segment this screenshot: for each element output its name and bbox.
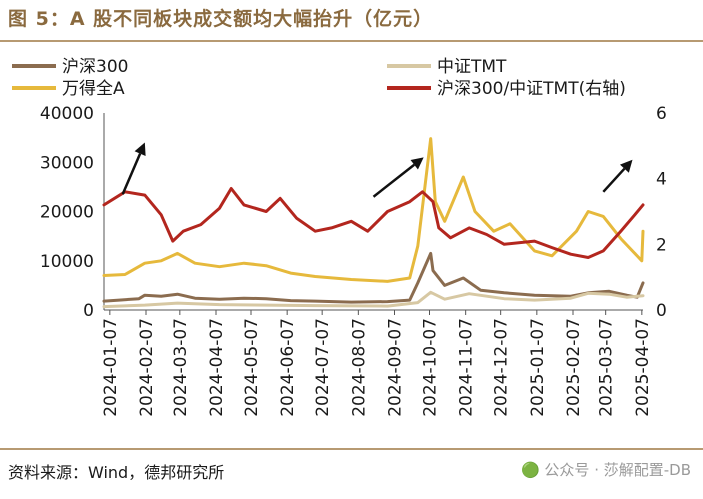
legend: 沪深300 中证TMT 万得全A 沪深300/中证TMT(右轴) (12, 57, 626, 99)
trend-arrow-shaft (372, 163, 416, 198)
y-left-tick-label: 20000 (40, 203, 94, 223)
x-tick-label: 2024-03-07 (171, 318, 191, 417)
legend-label: 万得全A (62, 79, 125, 99)
x-tick-label: 2024-11-07 (457, 318, 477, 417)
x-tick-label: 2024-10-07 (421, 318, 441, 417)
trend-arrow-head (134, 142, 146, 156)
legend-label: 沪深300/中证TMT(右轴) (437, 79, 626, 99)
y-right-tick-label: 4 (656, 170, 667, 190)
y-left-tick-label: 30000 (40, 153, 94, 173)
x-tick-label: 2024-01-07 (101, 318, 121, 417)
series-lines (102, 137, 645, 309)
title-rule (0, 40, 703, 42)
x-tick-label: 2024-05-07 (242, 318, 262, 417)
series-line (102, 251, 645, 304)
trend-arrows (121, 142, 633, 198)
y-left-tick-label: 40000 (40, 104, 94, 124)
series-line (102, 290, 645, 309)
x-tick-label: 2024-12-07 (492, 318, 512, 417)
legend-label: 中证TMT (437, 57, 507, 77)
x-tick-label: 2024-02-07 (137, 318, 157, 417)
x-tick-label: 2024-08-07 (349, 318, 369, 417)
x-tick-label: 2024-06-07 (278, 318, 298, 417)
watermark: 🟢 公众号 · 莎解配置-DB (520, 461, 691, 479)
series-line (102, 187, 645, 259)
x-tick-label: 2025-03-07 (597, 318, 617, 417)
trend-arrow-shaft (121, 153, 142, 195)
y-right-tick-label: 0 (656, 301, 667, 321)
y-right-tick-label: 2 (656, 235, 667, 255)
x-tick-label: 2025-02-07 (564, 318, 584, 417)
footer-rule (0, 448, 703, 450)
x-tick-label: 2025-04-07 (633, 318, 653, 417)
trend-arrow-head (410, 157, 424, 170)
series-line (102, 137, 645, 283)
source-note: 资料来源：Wind，德邦研究所 (8, 463, 225, 482)
trend-arrow-head (619, 159, 633, 173)
trend-arrow-shaft (602, 167, 626, 193)
x-tick-label: 2024-04-07 (207, 318, 227, 417)
turnover-chart: 沪深300 中证TMT 万得全A 沪深300/中证TMT(右轴) 0 10000 2000… (12, 57, 667, 417)
tick-labels: 0 10000 20000 30000 40000 0 2 4 6 2024-01-07 2024-… (40, 104, 667, 417)
legend-label: 沪深300 (62, 57, 128, 77)
x-tick-label: 2024-09-07 (386, 318, 406, 417)
y-right-tick-label: 6 (656, 104, 667, 124)
figure-title: 图 5：A 股不同板块成交额均大幅抬升（亿元） (8, 8, 434, 30)
x-tick-label: 2025-01-07 (528, 318, 548, 417)
y-left-tick-label: 10000 (40, 252, 94, 272)
y-left-tick-label: 0 (83, 301, 94, 321)
x-tick-label: 2024-07-07 (313, 318, 333, 417)
axes (103, 113, 643, 315)
